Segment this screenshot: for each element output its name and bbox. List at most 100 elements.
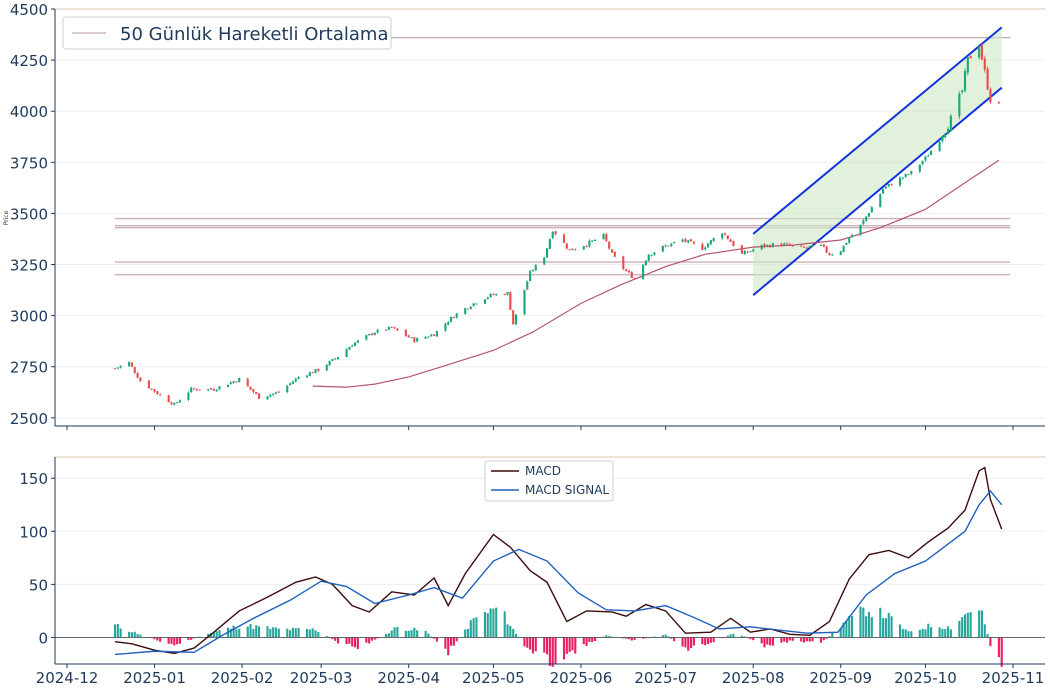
- candle-body: [452, 317, 455, 319]
- candle-body: [681, 239, 684, 242]
- candle-body: [136, 373, 139, 378]
- macd-legend-label: MACD: [525, 464, 561, 478]
- candle-body: [286, 385, 289, 393]
- candle-body: [407, 335, 410, 338]
- macd-histogram-bar: [811, 637, 814, 642]
- candle-body: [433, 334, 436, 336]
- candle-body: [585, 246, 588, 248]
- candle-body: [464, 308, 467, 314]
- candle-body: [503, 294, 506, 296]
- macd-histogram-bar: [562, 637, 566, 660]
- candle-body: [845, 243, 848, 245]
- macd-histogram-bar: [159, 637, 162, 642]
- candle-body: [811, 244, 814, 247]
- macd-x-tick-label: 2025-08: [722, 669, 785, 687]
- candle-body: [562, 234, 566, 243]
- macd-histogram-bar: [704, 637, 707, 646]
- price-y-tick-label: 4250: [10, 52, 48, 70]
- macd-histogram-bar: [427, 633, 430, 638]
- macd-histogram-bar: [986, 634, 989, 638]
- macd-histogram-bar: [255, 625, 258, 638]
- macd-y-tick-labels: 0 50 100 150: [19, 470, 55, 647]
- macd-histogram-bar: [692, 637, 695, 646]
- candle-body: [195, 389, 198, 391]
- candle-body: [531, 270, 534, 272]
- candle-body: [986, 68, 989, 90]
- macd-histogram-bar: [548, 637, 551, 666]
- macd-histogram-bar: [867, 611, 871, 638]
- macd-histogram-bar: [257, 626, 261, 638]
- macd-histogram-bar: [218, 630, 221, 638]
- macd-histogram-bar: [859, 606, 862, 638]
- macd-histogram-bar: [113, 624, 117, 638]
- macd-histogram-bar: [305, 628, 309, 638]
- candle-body: [159, 394, 162, 396]
- macd-y-tick-label: 150: [19, 470, 48, 488]
- macd-histogram-bar: [483, 612, 486, 638]
- candle-body: [780, 243, 783, 246]
- candle-body: [721, 233, 724, 239]
- candle-body: [706, 243, 710, 248]
- macd-histogram-bar: [187, 637, 190, 641]
- macd-histogram-bar: [681, 637, 684, 647]
- candle-body: [949, 115, 952, 131]
- macd-histogram-bar: [119, 628, 122, 638]
- trend-channel-lower: [752, 86, 1003, 296]
- macd-histogram-bar: [410, 630, 413, 638]
- macd-histogram-bar: [215, 631, 218, 638]
- candle-body: [410, 337, 413, 339]
- macd-x-tick-label: 2025-10: [894, 669, 957, 687]
- candle-body: [534, 264, 537, 271]
- macd-histogram-bar: [865, 616, 868, 638]
- macd-histogram-bar: [712, 637, 715, 643]
- candle-body: [156, 391, 159, 395]
- candle-body: [229, 382, 232, 385]
- candle-body: [910, 170, 913, 175]
- candle-body: [325, 364, 328, 371]
- candle-body: [483, 299, 486, 304]
- candle-body: [783, 243, 786, 246]
- macd-histogram-bar: [523, 637, 526, 647]
- macd-histogram-bar: [605, 635, 608, 638]
- price-y-tick-label: 4000: [10, 103, 48, 121]
- macd-histogram-bar: [554, 637, 557, 665]
- macd-histogram-bar: [325, 635, 328, 638]
- macd-histogram-bar: [506, 624, 509, 638]
- macd-histogram-bar: [924, 629, 927, 638]
- macd-histogram-bar: [277, 628, 280, 638]
- candle-body: [924, 156, 927, 161]
- candle-body: [791, 245, 794, 247]
- macd-histogram-bar: [571, 637, 574, 651]
- macd-histogram-bar: [633, 637, 636, 640]
- candle-body: [455, 313, 458, 318]
- candle-body: [130, 362, 134, 367]
- candle-body: [390, 326, 393, 328]
- candle-body: [226, 384, 230, 388]
- macd-histogram-bar: [238, 628, 241, 638]
- macd-histogram-bar: [464, 629, 467, 638]
- macd-histogram-bar: [752, 637, 755, 641]
- candle-body: [170, 402, 173, 405]
- candle-body: [212, 388, 215, 391]
- candle-body: [514, 314, 518, 325]
- macd-series-lines: [114, 466, 1003, 656]
- candle-body: [356, 340, 359, 343]
- macd-histogram-bar: [927, 623, 930, 638]
- candle-body: [133, 367, 136, 374]
- macd-histogram-bar: [337, 637, 340, 644]
- macd-histogram-bar: [958, 620, 961, 638]
- candle-body: [944, 133, 947, 138]
- macd-histogram-bar: [385, 633, 388, 638]
- candle-body: [277, 391, 280, 393]
- price-y-tick-label: 2750: [10, 359, 48, 377]
- candle-body: [523, 289, 526, 315]
- macd-histogram-bar: [769, 637, 772, 646]
- candle-body: [898, 177, 902, 186]
- candle-body: [475, 303, 478, 305]
- macd-histogram-bar: [173, 637, 176, 646]
- macd-histogram-bar: [116, 624, 119, 638]
- macd-histogram-bar: [153, 637, 156, 640]
- macd-histogram-bar: [308, 629, 311, 638]
- macd-histogram-bar: [842, 622, 845, 638]
